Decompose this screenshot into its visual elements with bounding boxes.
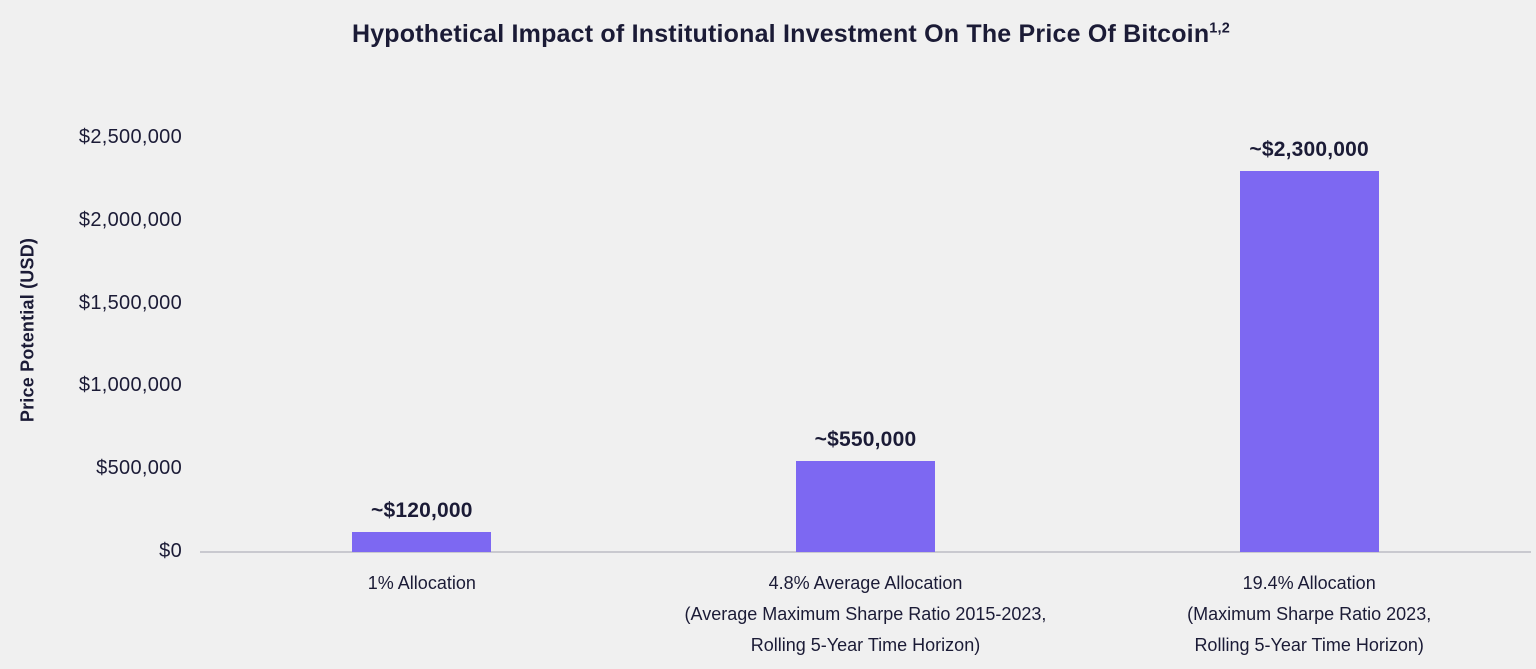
category-label-line: Rolling 5-Year Time Horizon) (750, 635, 981, 655)
category-label-line: 4.8% Average Allocation (768, 573, 963, 593)
x-axis-category-label: 19.4% Allocation (Maximum Sharpe Ratio 20… (1067, 568, 1536, 661)
bar-value-label: ~$120,000 (371, 499, 473, 522)
category-label-line: 19.4% Allocation (1242, 573, 1376, 593)
category-label-line: (Maximum Sharpe Ratio 2023, (1187, 604, 1432, 624)
chart-title-footnote-marker: 1,2 (1209, 20, 1231, 37)
category-label-line: 1% Allocation (367, 573, 476, 593)
chart-title-text: Hypothetical Impact of Institutional Inv… (351, 20, 1210, 48)
bar-1 (352, 532, 492, 552)
bar-value-label: ~$550,000 (814, 428, 917, 451)
y-axis-tick-label: $1,000,000 (78, 374, 182, 397)
y-axis-tick-label: $1,500,000 (78, 291, 182, 314)
bar-2 (796, 461, 935, 552)
y-axis-tick-label: $0 (159, 540, 182, 562)
x-axis-category-label: 4.8% Average Allocation (Average Maximum … (624, 568, 1108, 661)
x-axis-category-label: 1% Allocation (180, 568, 664, 599)
category-label-line: Rolling 5-Year Time Horizon) (1194, 635, 1424, 655)
y-axis-tick-label: $2,000,000 (78, 208, 182, 231)
chart-title: Hypothetical Impact of Institutional Inv… (0, 20, 1536, 49)
x-axis-baseline (200, 551, 1531, 553)
category-label-line: (Average Maximum Sharpe Ratio 2015-2023, (684, 604, 1047, 624)
bar-3 (1239, 171, 1379, 552)
y-axis-tick-label: $2,500,000 (78, 126, 182, 148)
y-axis-tick-label: $500,000 (96, 457, 182, 480)
bar-value-label: ~$2,300,000 (1249, 138, 1369, 161)
